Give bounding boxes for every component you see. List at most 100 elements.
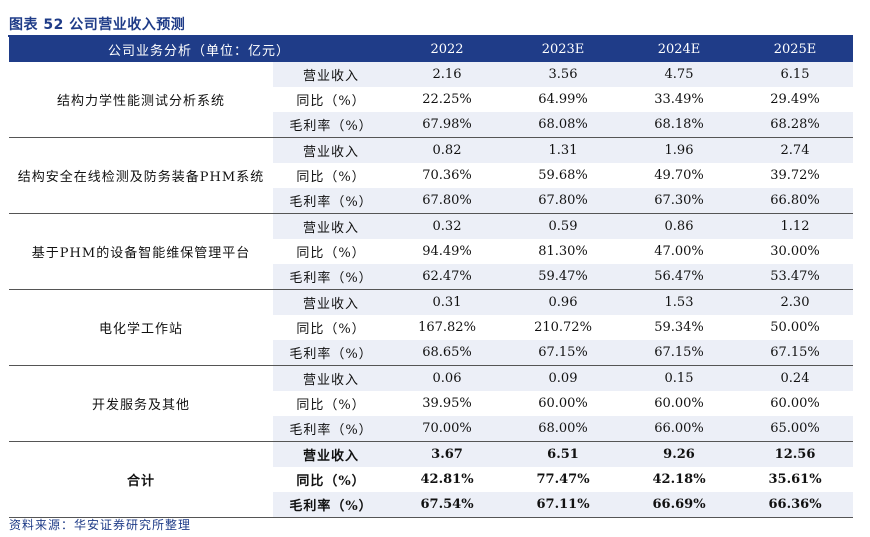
value-cell: 68.08% bbox=[505, 112, 622, 138]
value-cell: 67.30% bbox=[621, 188, 738, 214]
segment-name: 结构力学性能测试分析系统 bbox=[9, 62, 273, 138]
value-cell: 66.80% bbox=[737, 188, 854, 214]
value-cell: 70.36% bbox=[422, 168, 472, 183]
metric-label: 同比（%） bbox=[296, 94, 366, 109]
table-row: 同比（%） 167.82% 210.72% 59.34% 50.00% bbox=[9, 315, 853, 340]
value-cell: 0.82 bbox=[389, 137, 506, 163]
title-rule bbox=[8, 35, 853, 37]
metric-label: 毛利率（%） bbox=[273, 112, 390, 138]
header-year: 2025E bbox=[737, 37, 854, 62]
segment-name: 结构安全在线检测及防务装备PHM系统 bbox=[9, 137, 273, 214]
table-row: 同比（%） 94.49% 81.30% 47.00% 30.00% bbox=[9, 239, 853, 264]
value-cell: 68.65% bbox=[389, 340, 506, 366]
value-cell: 39.72% bbox=[770, 168, 820, 183]
metric-label: 营业收入 bbox=[273, 213, 390, 239]
table-row: 毛利率（%） 67.98% 68.08% 68.18% 68.28% bbox=[9, 112, 854, 138]
value-cell: 67.15% bbox=[505, 340, 622, 366]
table-row: 开发服务及其他 营业收入 0.06 0.09 0.15 0.24 bbox=[9, 365, 854, 442]
table-row: 毛利率（%） 70.00% 68.00% 66.00% 65.00% bbox=[9, 416, 854, 442]
metric-label: 同比（%） bbox=[296, 170, 366, 185]
value-cell: 12.56 bbox=[737, 441, 854, 467]
value-cell: 210.72% bbox=[534, 320, 592, 335]
value-cell: 0.31 bbox=[389, 289, 506, 315]
value-cell: 6.51 bbox=[505, 441, 622, 467]
header-business-analysis: 公司业务分析（单位：亿元） bbox=[9, 37, 390, 62]
header-year: 2023E bbox=[505, 37, 622, 62]
value-cell: 50.00% bbox=[770, 320, 820, 335]
metric-label: 毛利率（%） bbox=[273, 492, 390, 518]
value-cell: 65.00% bbox=[737, 416, 854, 442]
table-row: 基于PHM的设备智能维保管理平台 营业收入 0.32 0.59 0.86 1.12 bbox=[9, 213, 854, 290]
metric-label: 毛利率（%） bbox=[273, 416, 390, 442]
value-cell: 1.31 bbox=[505, 137, 622, 163]
value-cell: 68.18% bbox=[621, 112, 738, 138]
metric-label: 毛利率（%） bbox=[273, 340, 390, 366]
value-cell: 0.06 bbox=[389, 365, 506, 391]
value-cell: 62.47% bbox=[389, 264, 506, 290]
value-cell: 1.12 bbox=[737, 213, 854, 239]
table-body: 结构力学性能测试分析系统 营业收入 2.16 3.56 4.75 6.15 同比（%） 22.… bbox=[9, 62, 854, 518]
metric-label: 营业收入 bbox=[273, 365, 390, 391]
value-cell: 53.47% bbox=[737, 264, 854, 290]
table-row: 结构力学性能测试分析系统 营业收入 2.16 3.56 4.75 6.15 bbox=[9, 62, 854, 138]
value-cell: 77.47% bbox=[536, 472, 590, 487]
value-cell: 59.34% bbox=[654, 320, 704, 335]
table-row: 同比（%） 39.95% 60.00% 60.00% 60.00% bbox=[9, 391, 853, 416]
value-cell: 29.49% bbox=[770, 92, 820, 107]
value-cell: 1.53 bbox=[621, 289, 738, 315]
value-cell: 59.47% bbox=[505, 264, 622, 290]
value-cell: 67.11% bbox=[505, 492, 622, 518]
value-cell: 3.56 bbox=[505, 62, 622, 87]
metric-label: 同比（%） bbox=[296, 246, 366, 261]
revenue-forecast-table: 公司业务分析（单位：亿元） 2022 2023E 2024E 2025E 结构力… bbox=[9, 37, 854, 518]
value-cell: 0.24 bbox=[737, 365, 854, 391]
metric-label: 同比（%） bbox=[296, 322, 366, 337]
metric-label: 同比（%） bbox=[296, 398, 366, 413]
metric-label: 毛利率（%） bbox=[273, 264, 390, 290]
table-row: 同比（%） 42.81% 77.47% 42.18% 35.61% bbox=[9, 467, 853, 492]
value-cell: 94.49% bbox=[422, 244, 472, 259]
value-cell: 2.16 bbox=[389, 62, 506, 87]
value-cell: 4.75 bbox=[621, 62, 738, 87]
value-cell: 9.26 bbox=[621, 441, 738, 467]
value-cell: 60.00% bbox=[538, 396, 588, 411]
value-cell: 66.00% bbox=[621, 416, 738, 442]
header-year: 2024E bbox=[621, 37, 738, 62]
value-cell: 0.96 bbox=[505, 289, 622, 315]
table-row: 电化学工作站 营业收入 0.31 0.96 1.53 2.30 bbox=[9, 289, 854, 366]
value-cell: 0.32 bbox=[389, 213, 506, 239]
value-cell: 67.15% bbox=[737, 340, 854, 366]
value-cell: 2.30 bbox=[737, 289, 854, 315]
value-cell: 39.95% bbox=[422, 396, 472, 411]
table-row: 同比（%） 22.25% 64.99% 33.49% 29.49% bbox=[9, 87, 853, 112]
value-cell: 70.00% bbox=[389, 416, 506, 442]
value-cell: 66.36% bbox=[737, 492, 854, 518]
value-cell: 67.54% bbox=[389, 492, 506, 518]
table-row: 毛利率（%） 67.54% 67.11% 66.69% 66.36% bbox=[9, 492, 854, 518]
value-cell: 22.25% bbox=[422, 92, 472, 107]
value-cell: 0.09 bbox=[505, 365, 622, 391]
table-row: 结构安全在线检测及防务装备PHM系统 营业收入 0.82 1.31 1.96 2.74 bbox=[9, 137, 854, 214]
header-year: 2022 bbox=[389, 37, 506, 62]
table-row: 同比（%） 70.36% 59.68% 49.70% 39.72% bbox=[9, 163, 853, 188]
header-row: 公司业务分析（单位：亿元） 2022 2023E 2024E 2025E bbox=[9, 37, 854, 62]
value-cell: 30.00% bbox=[770, 244, 820, 259]
table-row: 毛利率（%） 68.65% 67.15% 67.15% 67.15% bbox=[9, 340, 854, 366]
value-cell: 67.80% bbox=[505, 188, 622, 214]
metric-label: 毛利率（%） bbox=[273, 188, 390, 214]
value-cell: 42.18% bbox=[652, 472, 706, 487]
value-cell: 0.86 bbox=[621, 213, 738, 239]
source-note: 资料来源：华安证券研究所整理 bbox=[9, 518, 192, 532]
value-cell: 68.00% bbox=[505, 416, 622, 442]
value-cell: 60.00% bbox=[770, 396, 820, 411]
metric-label: 营业收入 bbox=[273, 441, 390, 467]
table-row: 毛利率（%） 62.47% 59.47% 56.47% 53.47% bbox=[9, 264, 854, 290]
value-cell: 2.74 bbox=[737, 137, 854, 163]
figure-title: 图表 52 公司营业收入预测 bbox=[9, 17, 186, 33]
value-cell: 67.98% bbox=[389, 112, 506, 138]
value-cell: 66.69% bbox=[621, 492, 738, 518]
segment-name: 开发服务及其他 bbox=[9, 365, 273, 442]
metric-label: 营业收入 bbox=[273, 289, 390, 315]
value-cell: 42.81% bbox=[420, 472, 474, 487]
value-cell: 3.67 bbox=[389, 441, 506, 467]
